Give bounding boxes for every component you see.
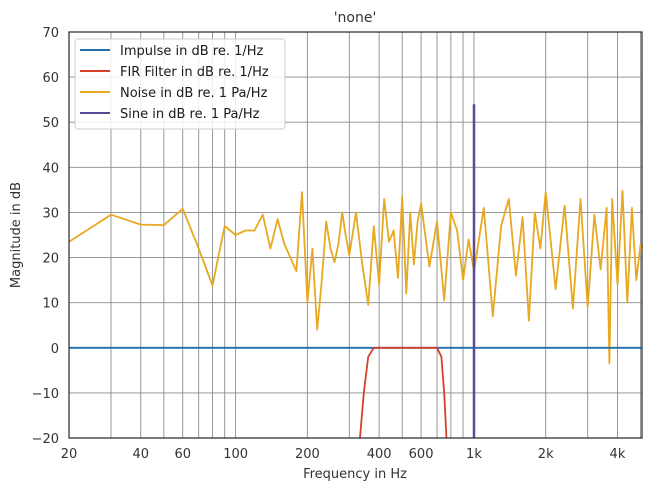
y-tick-label: 0 bbox=[51, 342, 59, 357]
y-tick-label: 40 bbox=[42, 161, 59, 176]
y-axis-label: Magnitude in dB bbox=[9, 182, 24, 288]
y-tick-label: −20 bbox=[32, 432, 59, 447]
legend-box bbox=[74, 38, 286, 130]
x-tick-label: 100 bbox=[223, 447, 248, 462]
y-tick-label: 50 bbox=[42, 116, 59, 131]
y-tick-label: 60 bbox=[42, 71, 59, 86]
y-tick-label: 20 bbox=[42, 252, 59, 267]
x-tick-label: 2k bbox=[538, 447, 554, 462]
chart-title: 'none' bbox=[334, 10, 377, 26]
legend: Impulse in dB re. 1/Hz FIR Filter in dB r… bbox=[74, 38, 286, 130]
x-tick-label: 20 bbox=[61, 447, 78, 462]
legend-entry: Noise in dB re. 1 Pa/Hz bbox=[120, 86, 268, 101]
x-tick-label: 60 bbox=[174, 447, 191, 462]
x-tick-label: 1k bbox=[466, 447, 482, 462]
y-axis-ticks: −20 −10 0 10 20 30 40 50 60 70 bbox=[32, 26, 59, 447]
legend-entry: Sine in dB re. 1 Pa/Hz bbox=[120, 107, 260, 122]
y-tick-label: 10 bbox=[42, 297, 59, 312]
x-axis-label: Frequency in Hz bbox=[303, 467, 407, 482]
data-series bbox=[69, 104, 642, 438]
series-line-2 bbox=[69, 189, 642, 365]
x-axis-ticks: 20 40 60 100 200 400 600 1k 2k 4k bbox=[61, 447, 626, 462]
x-tick-label: 200 bbox=[295, 447, 320, 462]
x-tick-label: 40 bbox=[132, 447, 149, 462]
y-tick-label: 30 bbox=[42, 206, 59, 221]
legend-entry: Impulse in dB re. 1/Hz bbox=[120, 44, 264, 59]
x-tick-label: 600 bbox=[409, 447, 434, 462]
y-tick-label: −10 bbox=[32, 387, 59, 402]
x-tick-label: 4k bbox=[610, 447, 626, 462]
legend-entry: FIR Filter in dB re. 1/Hz bbox=[120, 65, 269, 80]
series-line-1 bbox=[359, 346, 448, 438]
x-tick-label: 400 bbox=[367, 447, 392, 462]
plot-frame bbox=[68, 31, 643, 439]
y-tick-label: 70 bbox=[42, 26, 59, 41]
